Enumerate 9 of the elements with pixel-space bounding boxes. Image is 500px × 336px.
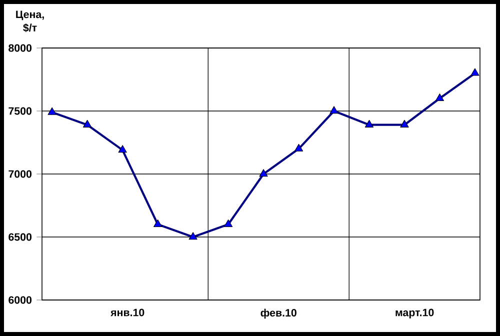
y-axis-title: Цена, $/т xyxy=(16,10,44,32)
y-tick-label: 6500 xyxy=(8,233,32,241)
x-tick-label: фев.10 xyxy=(260,308,296,319)
y-tick-label: 6000 xyxy=(8,296,32,304)
y-tick-label: 7500 xyxy=(8,107,32,115)
x-tick-label: март.10 xyxy=(396,308,434,318)
y-tick-label: 8000 xyxy=(8,44,32,52)
x-tick-label: янв.10 xyxy=(110,308,144,316)
y-tick-label: 7000 xyxy=(8,170,32,178)
